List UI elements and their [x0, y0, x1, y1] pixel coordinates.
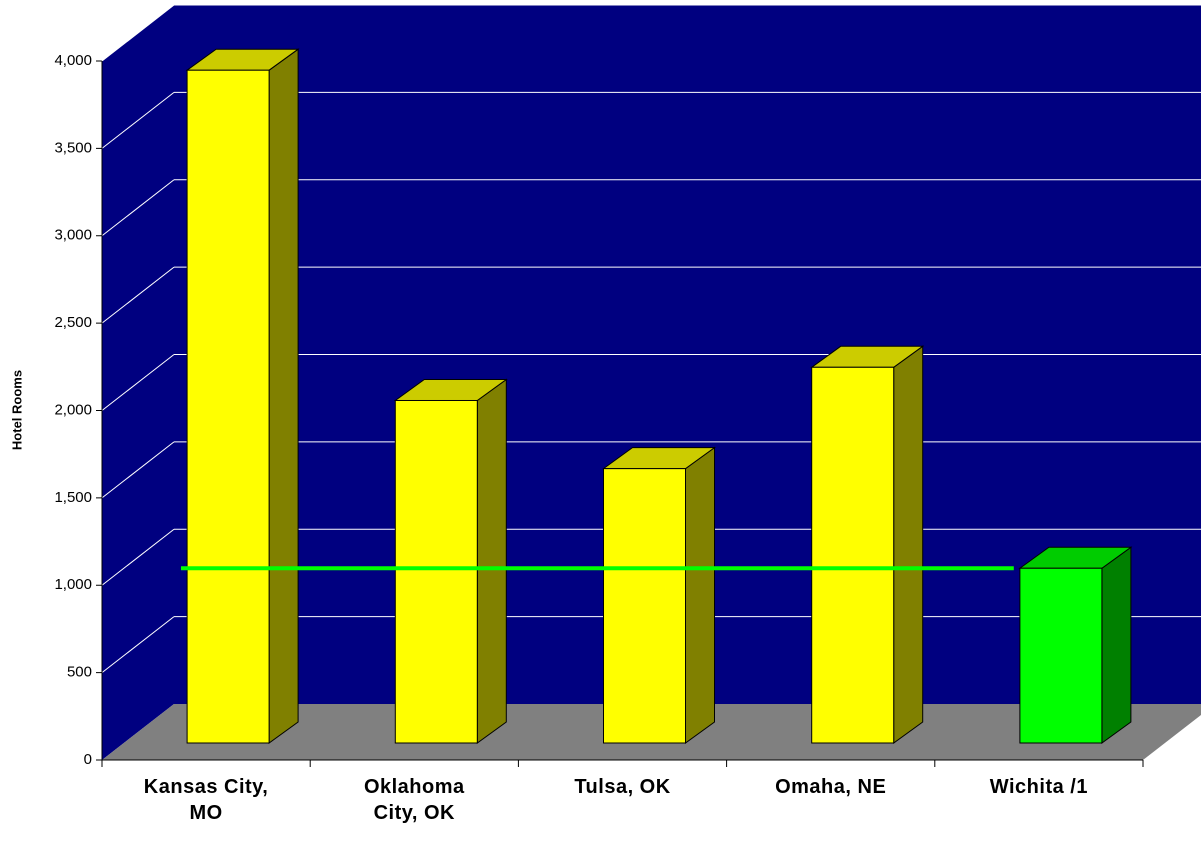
grid-line: [101, 441, 175, 499]
y-tick-label: 1,000: [54, 576, 92, 593]
y-tick-label: 4,000: [54, 52, 92, 69]
x-tick-label: Omaha, NE: [775, 776, 887, 798]
grid-line: [101, 616, 175, 674]
bar-side: [1101, 546, 1132, 744]
grid-line: [101, 91, 175, 149]
bar-side: [685, 446, 715, 744]
grid-line: [101, 179, 175, 237]
x-tick-label: Wichita /1: [989, 776, 1088, 798]
bar: [603, 468, 686, 744]
grid-line: [101, 354, 175, 411]
x-tick-label: Oklahoma City, OK: [363, 776, 465, 824]
y-tick-label: 1,500: [54, 489, 92, 506]
y-tick-label: 2,000: [54, 401, 92, 418]
x-tick-label: Kansas City, MO: [143, 776, 269, 824]
grid-line: [101, 4, 175, 62]
bar: [394, 399, 478, 744]
grid-line: [101, 266, 175, 324]
bar: [1019, 567, 1103, 744]
y-tick-label: 500: [67, 664, 92, 681]
x-tick-label: Tulsa, OK: [574, 776, 671, 798]
bar-side: [476, 378, 507, 744]
bar-side: [893, 345, 924, 744]
y-tick-label: 2,500: [54, 314, 92, 331]
bar-side: [268, 48, 299, 744]
y-tick-label: 3,000: [54, 227, 92, 244]
y-axis-title: Hotel Rooms: [9, 370, 24, 450]
grid-line: [101, 528, 175, 586]
y-tick-label: 0: [84, 751, 92, 768]
y-tick-label: 3,500: [54, 139, 92, 156]
bar: [811, 366, 895, 744]
bar: [186, 69, 270, 744]
